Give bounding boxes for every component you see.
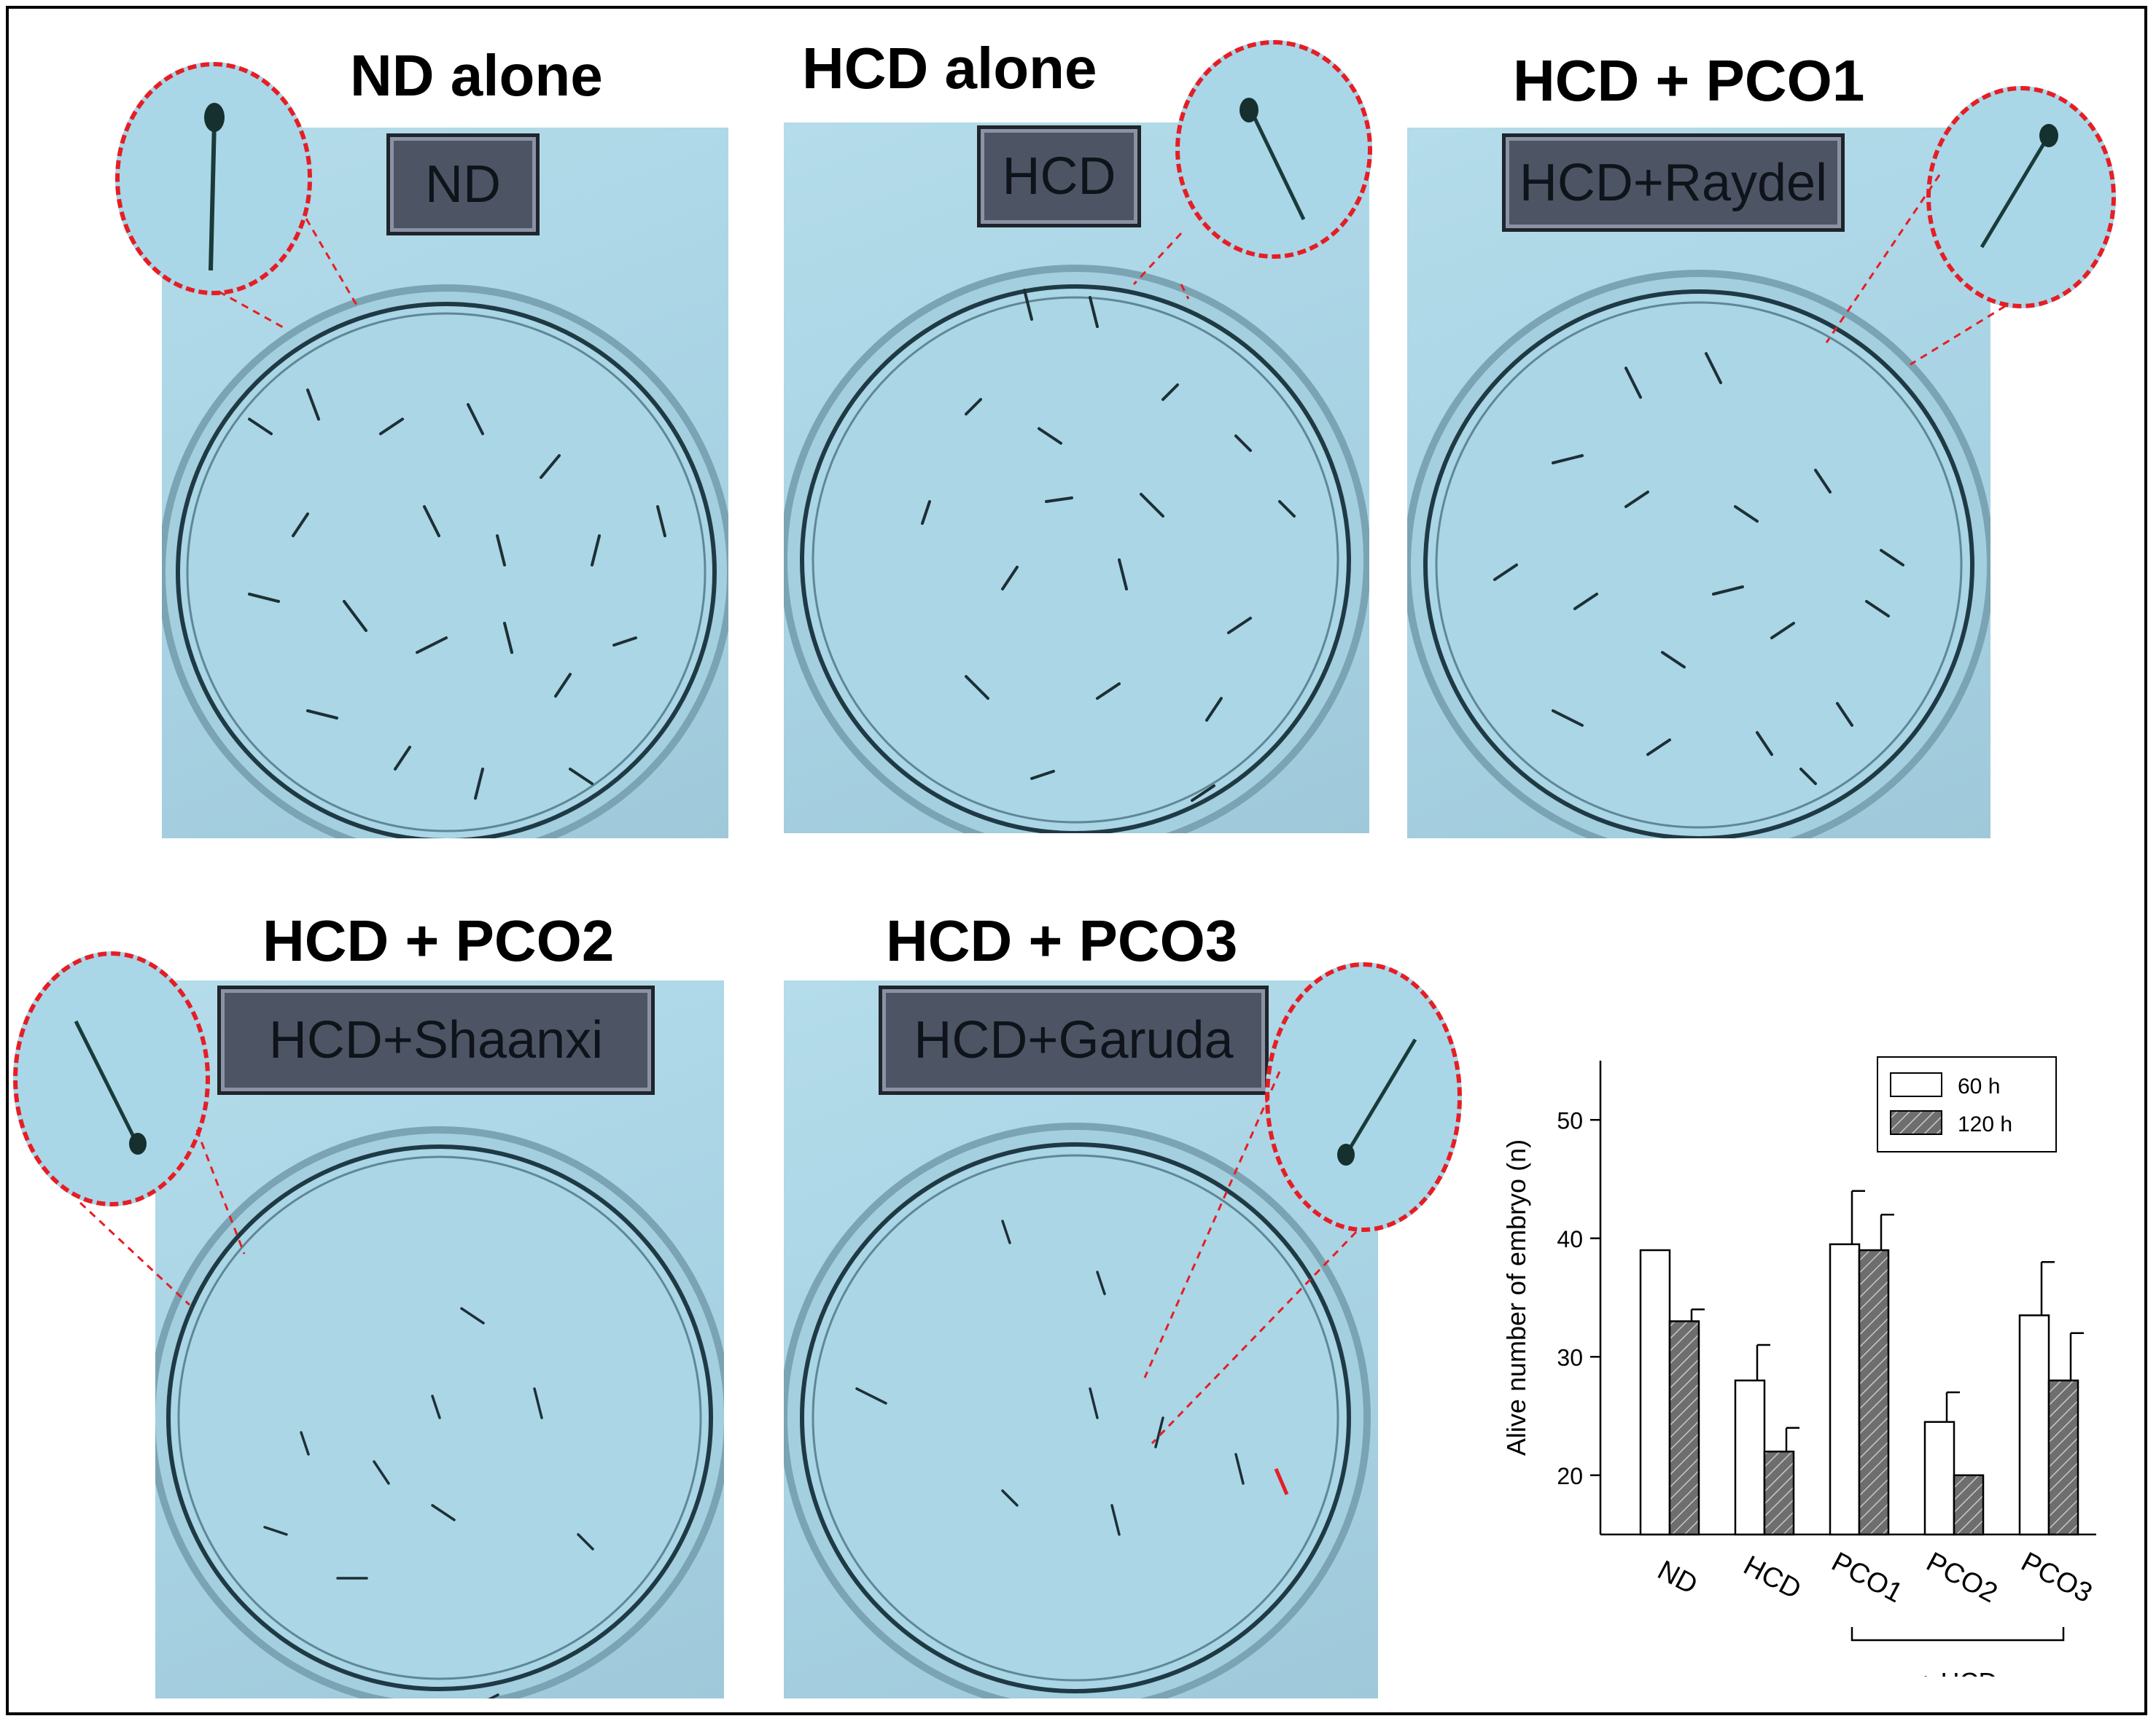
y-tick-label: 40 <box>1557 1226 1583 1252</box>
y-tick-label: 20 <box>1557 1463 1583 1489</box>
zebrafish-larva-icon <box>74 1020 147 1155</box>
bar-120h-HCD <box>1763 1451 1795 1536</box>
zebrafish-larva-icon <box>204 103 225 271</box>
plate-photo-4 <box>155 980 724 1698</box>
bar-60h-PCO2 <box>1923 1421 1955 1536</box>
petri-dish-1 <box>162 284 728 838</box>
bar-60h-HCD <box>1734 1379 1766 1536</box>
x-tick-label: PCO3 <box>2016 1547 2097 1610</box>
panel-title-1: ND alone <box>350 43 603 108</box>
survival-bar-chart: 20 30 40 50 Alive number of embryo (n) ND HCD P… <box>1501 1056 2097 1677</box>
legend-swatch-60h <box>1890 1072 1942 1097</box>
bar-120h-PCO2 <box>1953 1474 1985 1536</box>
legend-swatch-120h <box>1890 1110 1942 1135</box>
x-tick-label: PCO2 <box>1921 1547 2002 1610</box>
panel-title-2: HCD alone <box>802 36 1097 101</box>
legend-label-120h: 120 h <box>1958 1112 2012 1136</box>
x-tick-label: PCO1 <box>1826 1547 1907 1610</box>
panel-title-5: HCD + PCO3 <box>886 908 1238 973</box>
y-axis-label: Alive number of embryo (n) <box>1501 1139 1531 1456</box>
zebrafish-larva-icon <box>1239 98 1306 221</box>
y-tick-label: 30 <box>1557 1344 1583 1370</box>
zebrafish-larva-icon <box>1980 124 2058 249</box>
bar-120h-ND <box>1668 1320 1700 1536</box>
x-tick-label: HCD <box>1738 1551 1805 1606</box>
bar-120h-PCO3 <box>2047 1379 2079 1536</box>
red-mark <box>1274 1468 1289 1495</box>
petri-dish-4 <box>155 1126 724 1698</box>
group-bracket <box>1850 1627 2065 1642</box>
zebrafish-larva-icon <box>1337 1038 1417 1166</box>
bar-60h-ND <box>1639 1249 1671 1536</box>
zoom-circle-1 <box>115 62 312 295</box>
x-tick-label: ND <box>1653 1555 1702 1601</box>
plate-label-4: HCD+Shaanxi <box>217 986 655 1095</box>
petri-dish-3 <box>1407 270 1990 838</box>
plate-label-3: HCD+Raydel <box>1502 133 1845 232</box>
legend-label-60h: 60 h <box>1958 1074 2000 1099</box>
panel-title-4: HCD + PCO2 <box>262 908 615 973</box>
plate-photo-3 <box>1407 128 1990 838</box>
plate-label-1: ND <box>386 133 540 235</box>
plate-label-5: HCD+Garuda <box>879 986 1269 1095</box>
bar-120h-PCO1 <box>1858 1249 1890 1536</box>
bar-60h-PCO3 <box>2018 1314 2050 1536</box>
bar-60h-PCO1 <box>1829 1243 1861 1536</box>
plate-photo-2 <box>784 122 1369 833</box>
y-tick-label: 50 <box>1557 1107 1583 1134</box>
zoom-circle-4 <box>13 951 210 1206</box>
petri-dish-2 <box>784 265 1369 833</box>
zoom-circle-5 <box>1265 962 1462 1232</box>
group-bracket-label: + HCD <box>1918 1667 1997 1677</box>
zoom-circle-2 <box>1175 40 1372 259</box>
panel-title-3: HCD + PCO1 <box>1513 48 1865 113</box>
zoom-circle-3 <box>1926 86 2116 308</box>
plate-label-2: HCD <box>977 125 1141 227</box>
legend-box <box>1877 1056 2057 1152</box>
